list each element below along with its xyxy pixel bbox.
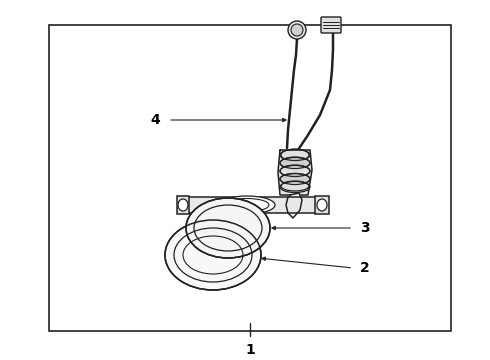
Ellipse shape bbox=[165, 220, 261, 290]
FancyBboxPatch shape bbox=[321, 17, 341, 33]
Ellipse shape bbox=[291, 24, 303, 36]
Ellipse shape bbox=[280, 165, 310, 177]
Text: 2: 2 bbox=[360, 261, 370, 275]
Ellipse shape bbox=[281, 149, 309, 161]
Text: 3: 3 bbox=[360, 221, 370, 235]
Ellipse shape bbox=[280, 157, 310, 169]
Polygon shape bbox=[278, 150, 312, 195]
FancyBboxPatch shape bbox=[185, 197, 319, 213]
Bar bbox=[49, 25, 451, 331]
Text: 1: 1 bbox=[245, 343, 255, 357]
Ellipse shape bbox=[280, 174, 310, 185]
Ellipse shape bbox=[219, 196, 275, 214]
Bar bbox=[315, 196, 329, 214]
Ellipse shape bbox=[281, 181, 309, 191]
Polygon shape bbox=[286, 193, 302, 218]
Ellipse shape bbox=[288, 21, 306, 39]
Ellipse shape bbox=[178, 199, 188, 211]
Bar bbox=[177, 196, 189, 214]
Ellipse shape bbox=[186, 198, 270, 258]
Ellipse shape bbox=[317, 199, 327, 211]
Text: 4: 4 bbox=[150, 113, 160, 127]
